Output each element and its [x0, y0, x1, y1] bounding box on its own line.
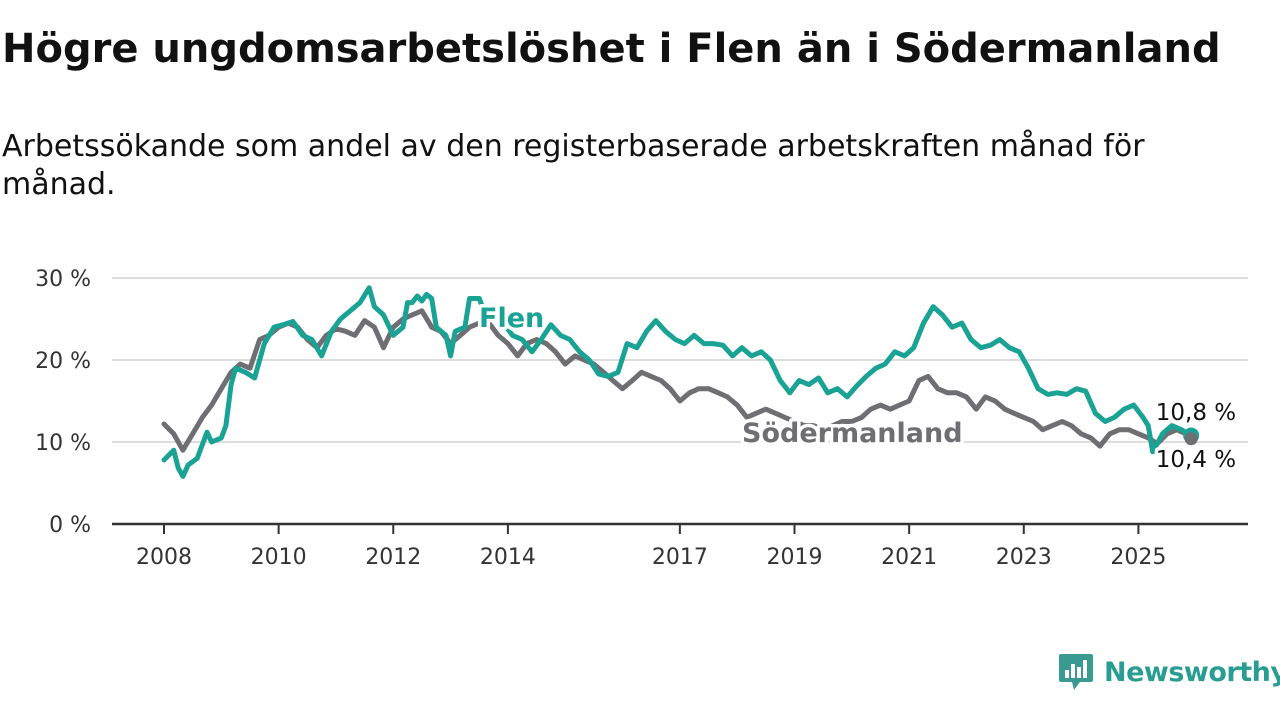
end-value-label-flen-halo: 10,8 %	[1156, 400, 1236, 426]
x-tick-label: 2008	[136, 545, 192, 570]
end-value-label-flen: 10,8 %	[1156, 400, 1236, 426]
end-value-label-sodermanland-halo: 10,4 %	[1156, 447, 1236, 473]
x-tick-label: 2010	[251, 545, 307, 570]
y-tick-label: 30 %	[35, 267, 91, 292]
series-label-flen-halo: Flen	[479, 303, 544, 334]
y-tick-label: 10 %	[35, 431, 91, 456]
series-line-flen	[161, 285, 1194, 479]
x-tick-label: 2017	[652, 545, 708, 570]
axes: 0 % 10 % 20 % 30 % 2008 2010 2012 2014 2017 2019 2…	[35, 267, 1248, 570]
grid-lines	[112, 277, 1248, 443]
newsworthy-logo-icon	[1059, 654, 1093, 690]
chart-subtitle: Arbetssökande som andel av den registerb…	[2, 129, 1145, 202]
x-tick-label: 2012	[365, 545, 421, 570]
brand-name: Newsworthy	[1104, 656, 1280, 688]
y-tick-label: 0 %	[49, 513, 91, 538]
series-line-sodermanland	[161, 308, 1194, 453]
series-label-sodermanland-halo: Södermanland	[742, 418, 963, 449]
chart-title: Högre ungdomsarbetslöshet i Flen än i Sö…	[2, 26, 1221, 72]
newsworthy-brand: Newsworthy	[1058, 652, 1280, 692]
x-tick-label: 2023	[996, 545, 1052, 570]
x-tick-label: 2019	[767, 545, 823, 570]
series-label-sodermanland: Södermanland	[742, 418, 963, 449]
x-tick-label: 2014	[480, 545, 536, 570]
series-lines	[161, 285, 1200, 479]
x-tick-label: 2025	[1110, 545, 1166, 570]
end-point-sodermanland	[1184, 432, 1198, 446]
series-label-flen: Flen	[479, 303, 544, 334]
line-chart: 0 % 10 % 20 % 30 % 2008 2010 2012 2014 2017 2019 2…	[35, 267, 1248, 570]
x-tick-label: 2021	[881, 545, 937, 570]
y-tick-label: 20 %	[35, 349, 91, 374]
end-value-label-sodermanland: 10,4 %	[1156, 447, 1236, 473]
